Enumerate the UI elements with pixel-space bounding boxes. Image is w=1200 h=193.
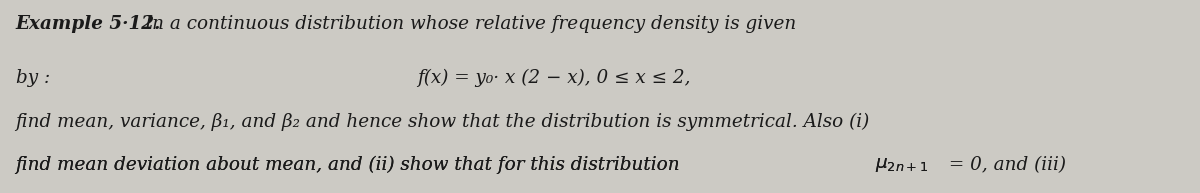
Text: In a continuous distribution whose relative frequency density is given: In a continuous distribution whose relat… (139, 15, 797, 33)
Text: $\mu_{2n+1}$: $\mu_{2n+1}$ (875, 156, 928, 174)
Text: = 0, and (iii): = 0, and (iii) (943, 156, 1066, 174)
Text: $\mu_{2n+1}$: $\mu_{2n+1}$ (875, 156, 928, 174)
Text: Example 5·12.: Example 5·12. (16, 15, 161, 33)
Text: find mean deviation about mean, and (ii) show that for this distribution: find mean deviation about mean, and (ii)… (16, 156, 686, 174)
Text: find mean, variance, β₁, and β₂ and hence show that the distribution is symmetri: find mean, variance, β₁, and β₂ and henc… (16, 113, 870, 131)
Text: f(x) = y₀· x (2 − x), 0 ≤ x ≤ 2,: f(x) = y₀· x (2 − x), 0 ≤ x ≤ 2, (418, 69, 691, 87)
Text: find mean deviation about mean, and (ii) show that for this distribution: find mean deviation about mean, and (ii)… (16, 156, 686, 174)
Text: by :: by : (16, 69, 49, 87)
